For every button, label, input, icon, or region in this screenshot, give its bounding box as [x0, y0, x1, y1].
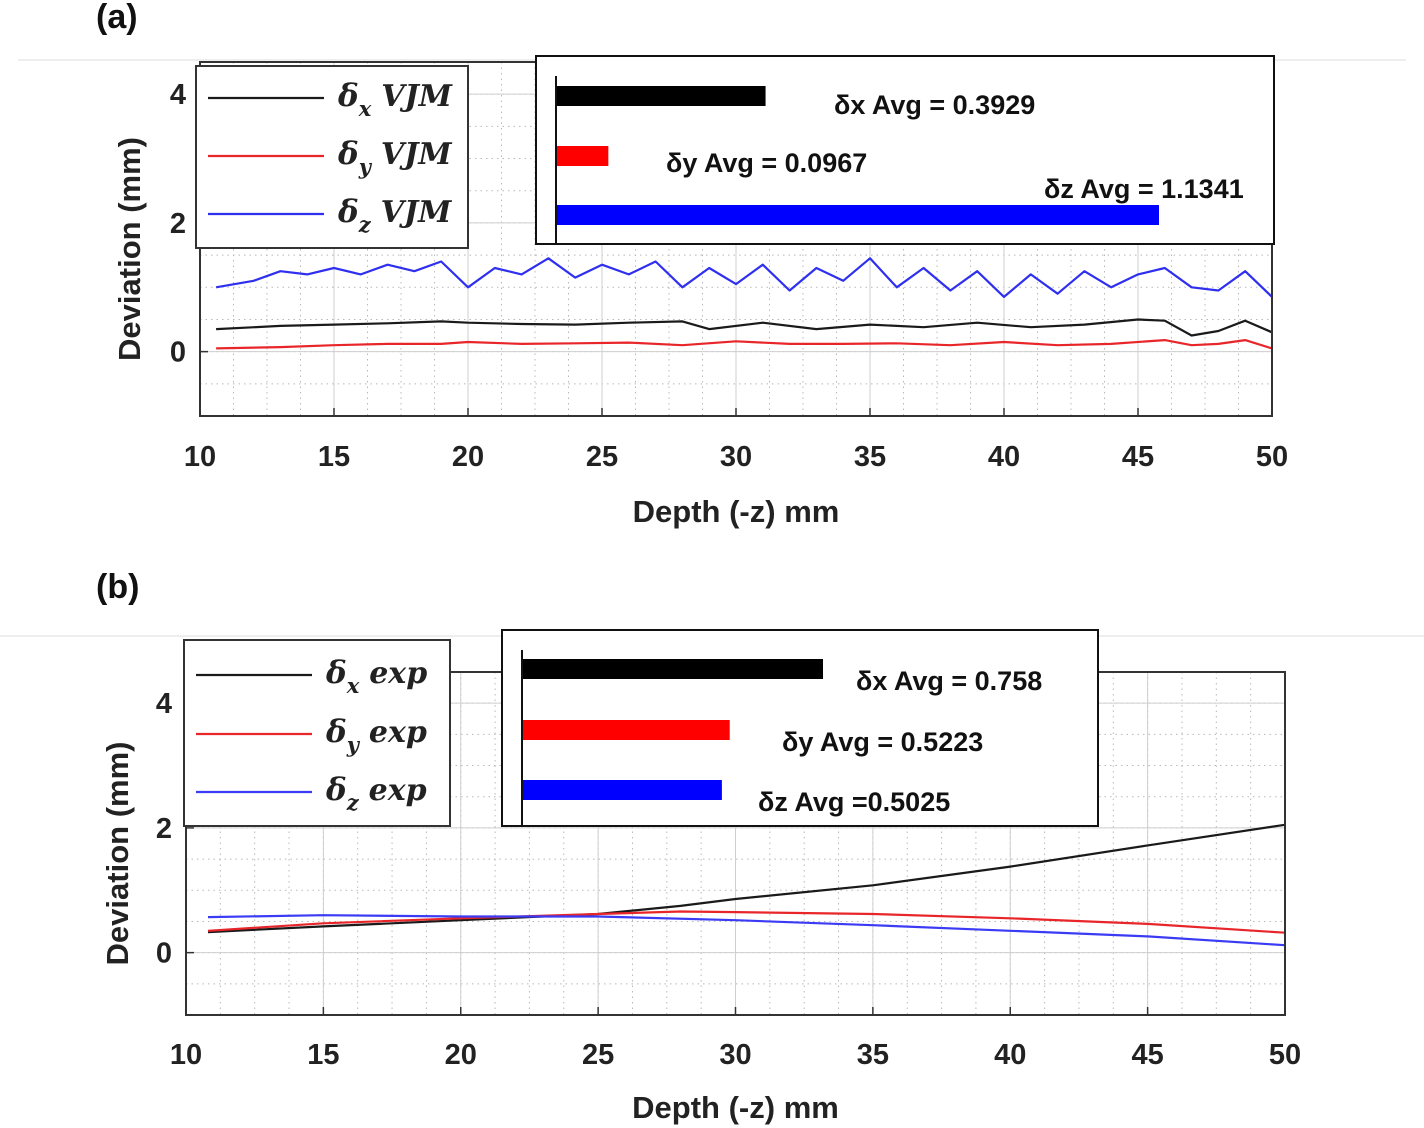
x-tick-label: 15: [307, 1039, 339, 1071]
chart-a: 10 15 20 25 30 35 40 45 50 0 2 4 Depth (-z) mm Deviat…: [18, 55, 1406, 529]
chart-b: 10 15 20 25 30 35 40 45 50 0 2 4 Depth (-z) mm Deviat…: [0, 629, 1424, 1125]
x-tick-label: 30: [720, 441, 752, 473]
x-tick-label: 25: [582, 1039, 614, 1071]
x-tick-label: 35: [854, 441, 886, 473]
legend-label-y: δy exp: [325, 714, 427, 757]
series-line-x: [207, 823, 1286, 934]
y-axis-label: Deviation (mm): [112, 137, 147, 361]
avg-bar-x: [557, 86, 766, 106]
panel-b: (b) 10 15 20 25 30 35 40 45 50 0 2 4 Depth (-z) mm De…: [0, 568, 1424, 1128]
grid: [185, 671, 1286, 1016]
x-tick-label: 40: [988, 441, 1020, 473]
legend-label-z: δz VJM: [337, 194, 452, 237]
x-tick-label: 45: [1131, 1039, 1163, 1071]
x-tick-label: 25: [586, 441, 618, 473]
legend-label-x: δx exp: [325, 655, 427, 698]
avg-label-y: δy Avg = 0.0967: [666, 148, 867, 178]
avg-label-y: δy Avg = 0.5223: [782, 727, 983, 757]
x-tick-label: 15: [318, 441, 350, 473]
series-line-y: [207, 910, 1286, 934]
y-tick-label: 0: [170, 337, 186, 369]
avg-inset: δx Avg = 0.758 δy Avg = 0.5223 δz Avg =0.5…: [501, 629, 1099, 827]
x-tick-label: 50: [1269, 1039, 1301, 1071]
avg-bar-y: [557, 146, 609, 166]
y-tick-label: 4: [170, 79, 186, 111]
x-tick-label: 45: [1122, 441, 1154, 473]
legend: δx exp δy exp δz exp: [183, 639, 451, 827]
series-line-x: [216, 318, 1273, 337]
legend: δx VJM δy VJM δz VJM: [195, 65, 469, 249]
y-tick-label: 0: [156, 938, 172, 970]
y-tick-label: 2: [170, 208, 186, 240]
avg-bar-z: [557, 205, 1159, 225]
avg-label-z: δz Avg =0.5025: [758, 787, 950, 817]
panel-a: (a) 10 15 20 25 30 35 40 45 50 0 2 4 Depth (-z) mm De…: [0, 0, 1424, 540]
avg-bar-z: [523, 780, 722, 800]
x-tick-label: 10: [184, 441, 216, 473]
legend-label-z: δz exp: [325, 772, 427, 815]
panel-b-label: (b): [96, 568, 140, 606]
legend-label-x: δx VJM: [337, 78, 453, 121]
avg-inset: δx Avg = 0.3929 δy Avg = 0.0967 δz Avg = 1…: [535, 55, 1275, 245]
panel-a-label: (a): [96, 0, 138, 36]
y-axis-label: Deviation (mm): [100, 742, 135, 966]
x-tick-label: 50: [1256, 441, 1288, 473]
legend-label-y: δy VJM: [337, 136, 452, 179]
avg-label-z: δz Avg = 1.1341: [1044, 174, 1244, 204]
y-tick-label: 2: [156, 813, 172, 845]
avg-label-x: δx Avg = 0.3929: [834, 90, 1035, 120]
x-tick-label: 30: [719, 1039, 751, 1071]
avg-bar-x: [523, 659, 823, 679]
x-tick-label: 20: [445, 1039, 477, 1071]
x-tick-label: 40: [994, 1039, 1026, 1071]
series-line-z: [207, 914, 1286, 947]
x-axis-label: Depth (-z) mm: [632, 1090, 839, 1125]
avg-bar-y: [523, 720, 730, 740]
avg-label-x: δx Avg = 0.758: [856, 666, 1042, 696]
series-line-y: [216, 339, 1273, 350]
x-axis-label: Depth (-z) mm: [633, 494, 840, 529]
x-tick-label: 35: [857, 1039, 889, 1071]
y-tick-label: 4: [156, 688, 172, 720]
series-line-z: [215, 257, 1273, 298]
x-tick-label: 20: [452, 441, 484, 473]
x-tick-label: 10: [170, 1039, 202, 1071]
